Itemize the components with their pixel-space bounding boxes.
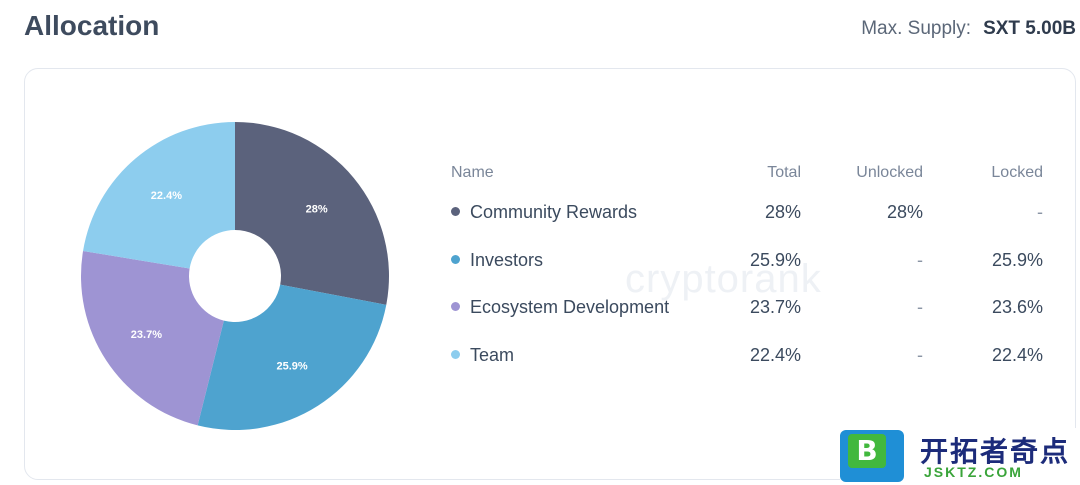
row-name-cell: Team xyxy=(447,332,741,380)
legend-dot xyxy=(451,349,460,359)
pie-slice-team[interactable] xyxy=(83,121,235,269)
allocation-donut-chart: 28% 25.9% 23.7% 22.4% xyxy=(81,121,389,430)
legend-dot xyxy=(451,302,460,311)
table-row: Community Rewards 28% 28% - xyxy=(447,189,1043,237)
row-name: Community Rewards xyxy=(470,202,638,223)
row-name-cell: Community Rewards xyxy=(447,189,741,237)
row-locked: 23.6% xyxy=(991,297,1043,318)
legend-dot xyxy=(451,207,460,216)
logo-badge: B xyxy=(840,430,904,482)
pie-slice-label: 25.9% xyxy=(276,360,307,372)
watermark: cryptorank xyxy=(625,257,822,301)
row-name: Team xyxy=(470,344,515,365)
page-title: Allocation xyxy=(24,10,160,41)
row-unlocked: - xyxy=(917,344,923,365)
column-header-unlocked: Unlocked xyxy=(856,164,923,181)
row-unlocked: - xyxy=(917,249,923,270)
row-locked: 25.9% xyxy=(991,249,1043,270)
row-locked: 22.4% xyxy=(991,344,1043,365)
row-name-cell: Ecosystem Development xyxy=(447,284,741,332)
column-header-locked: Locked xyxy=(991,164,1043,181)
pie-slice-label: 28% xyxy=(306,203,328,215)
site-logo: B 开拓者奇点 JSKTZ.COM xyxy=(840,428,1080,485)
logo-text-en: JSKTZ.COM xyxy=(924,464,1023,480)
pie-slice-investors[interactable] xyxy=(197,284,387,430)
row-total: 23.7% xyxy=(749,297,801,318)
table-row: Team 22.4% - 22.4% xyxy=(447,332,1043,380)
row-name: Investors xyxy=(470,249,544,270)
row-total: 22.4% xyxy=(749,344,801,365)
row-locked: - xyxy=(1037,202,1043,223)
row-name-cell: Investors xyxy=(447,237,741,285)
column-header-name: Name xyxy=(451,164,494,181)
allocation-card: 28% 25.9% 23.7% 22.4% cryptorank Name Total… xyxy=(24,68,1076,480)
row-name: Ecosystem Development xyxy=(470,297,670,318)
pie-slice-ecosystem-development[interactable] xyxy=(81,250,224,426)
row-total: 25.9% xyxy=(749,249,801,270)
max-supply-label: Max. Supply: xyxy=(861,18,972,39)
column-header-total: Total xyxy=(767,164,801,181)
logo-text-cn: 开拓者奇点 xyxy=(920,435,1071,468)
logo-badge-letter: B xyxy=(848,434,886,468)
row-unlocked: 28% xyxy=(886,202,923,223)
table-row: Ecosystem Development 23.7% - 23.6% xyxy=(447,284,1043,332)
legend-dot xyxy=(451,254,460,264)
table-row: Investors 25.9% - 25.9% xyxy=(447,237,1043,285)
row-total: 28% xyxy=(764,202,801,223)
max-supply: Max. Supply: SXT 5.00B xyxy=(861,18,1076,40)
max-supply-value: SXT 5.00B xyxy=(983,18,1076,39)
row-unlocked: - xyxy=(917,297,923,318)
table-header-row: Name Total Unlocked Locked xyxy=(447,157,1043,189)
pie-slice-label: 22.4% xyxy=(151,190,182,202)
allocation-table: Name Total Unlocked Locked Community Rew… xyxy=(447,157,1043,379)
pie-slice-label: 23.7% xyxy=(131,329,162,341)
pie-slice-community-rewards[interactable] xyxy=(235,122,389,305)
